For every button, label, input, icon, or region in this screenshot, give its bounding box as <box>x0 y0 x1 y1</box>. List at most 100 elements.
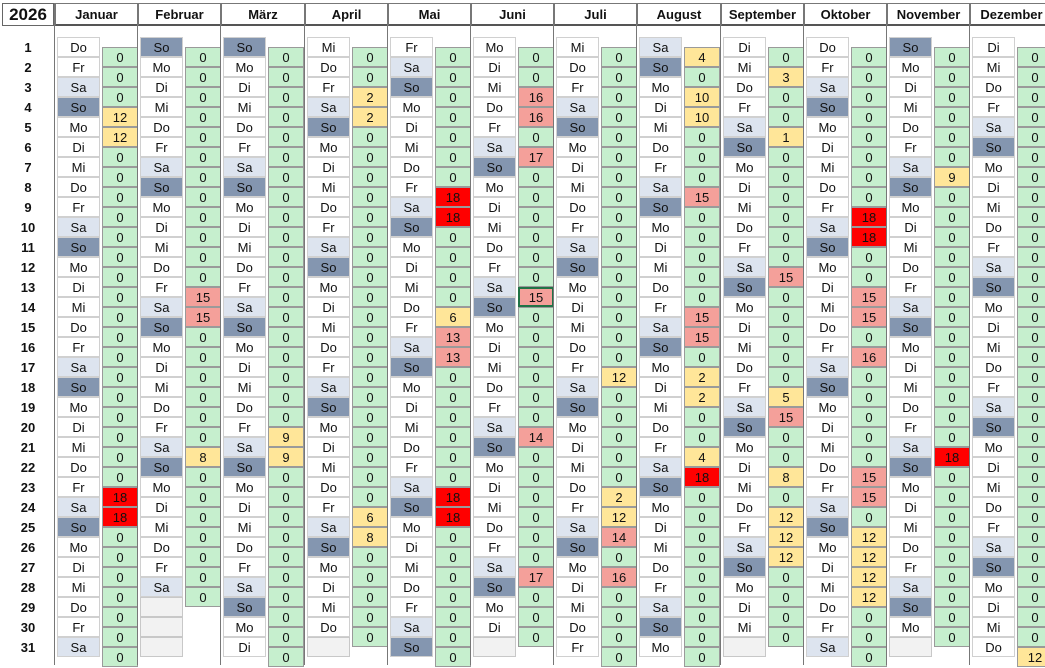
weekday-cell[interactable]: Di <box>639 97 682 117</box>
day-count-cell[interactable]: 0 <box>934 147 970 167</box>
day-count-cell[interactable]: 0 <box>851 247 887 267</box>
weekday-cell[interactable]: So <box>473 437 516 457</box>
weekday-cell[interactable]: Di <box>972 457 1015 477</box>
day-count-cell[interactable]: 2 <box>352 87 388 107</box>
day-count-cell[interactable]: 0 <box>1017 407 1045 427</box>
day-count-cell[interactable]: 0 <box>518 327 554 347</box>
weekday-cell[interactable]: Di <box>140 77 183 97</box>
day-count-cell[interactable]: 0 <box>851 427 887 447</box>
weekday-cell[interactable]: Sa <box>140 297 183 317</box>
day-count-cell[interactable]: 4 <box>684 47 720 67</box>
weekday-cell[interactable]: Fr <box>889 277 932 297</box>
day-count-cell[interactable]: 0 <box>518 127 554 147</box>
day-count-cell[interactable]: 0 <box>601 47 637 67</box>
day-count-cell[interactable]: 0 <box>684 427 720 447</box>
weekday-cell[interactable]: Do <box>140 117 183 137</box>
day-count-cell[interactable]: 0 <box>268 647 304 667</box>
day-count-cell[interactable]: 0 <box>768 167 804 187</box>
weekday-cell[interactable]: Sa <box>639 317 682 337</box>
weekday-cell[interactable]: Do <box>639 137 682 157</box>
day-count-cell[interactable]: 0 <box>352 267 388 287</box>
weekday-cell[interactable]: Fr <box>140 417 183 437</box>
day-count-cell[interactable]: 0 <box>435 247 471 267</box>
weekday-cell[interactable]: Mo <box>473 177 516 197</box>
weekday-cell[interactable]: Di <box>972 317 1015 337</box>
weekday-cell[interactable]: Do <box>390 577 433 597</box>
weekday-cell[interactable]: Do <box>307 477 350 497</box>
weekday-cell[interactable]: Sa <box>307 97 350 117</box>
weekday-cell[interactable]: So <box>140 177 183 197</box>
weekday-cell[interactable]: So <box>140 457 183 477</box>
day-count-cell[interactable]: 0 <box>352 327 388 347</box>
day-count-cell[interactable]: 0 <box>352 347 388 367</box>
day-count-cell[interactable]: 0 <box>1017 507 1045 527</box>
weekday-cell[interactable]: Di <box>140 217 183 237</box>
day-count-cell[interactable]: 0 <box>268 47 304 67</box>
weekday-cell[interactable]: Sa <box>57 77 100 97</box>
weekday-cell[interactable]: Mo <box>806 117 849 137</box>
weekday-cell[interactable]: Do <box>473 237 516 257</box>
day-count-cell[interactable]: 15 <box>851 467 887 487</box>
weekday-cell[interactable]: Fr <box>723 377 766 397</box>
weekday-cell[interactable]: Mi <box>889 517 932 537</box>
weekday-cell[interactable]: Do <box>473 517 516 537</box>
day-count-cell[interactable]: 0 <box>102 387 138 407</box>
day-count-cell[interactable]: 0 <box>1017 387 1045 407</box>
weekday-cell[interactable]: Di <box>473 617 516 637</box>
day-count-cell[interactable]: 0 <box>435 427 471 447</box>
weekday-cell[interactable]: So <box>390 497 433 517</box>
day-count-cell[interactable]: 0 <box>102 627 138 647</box>
weekday-cell[interactable]: So <box>639 617 682 637</box>
weekday-cell[interactable]: Mo <box>307 557 350 577</box>
weekday-cell[interactable]: Sa <box>473 557 516 577</box>
weekday-cell[interactable]: Sa <box>889 437 932 457</box>
day-count-cell[interactable]: 10 <box>684 107 720 127</box>
weekday-cell[interactable]: So <box>140 37 183 57</box>
weekday-cell[interactable]: Fr <box>639 157 682 177</box>
weekday-cell[interactable]: Sa <box>473 417 516 437</box>
weekday-cell[interactable]: Di <box>307 577 350 597</box>
weekday-cell[interactable]: Di <box>639 517 682 537</box>
weekday-cell[interactable]: So <box>723 557 766 577</box>
weekday-cell[interactable]: Sa <box>556 377 599 397</box>
weekday-cell[interactable]: Fr <box>307 77 350 97</box>
weekday-cell[interactable]: Mi <box>639 537 682 557</box>
weekday-cell[interactable]: Mi <box>223 517 266 537</box>
day-count-cell[interactable]: 0 <box>268 547 304 567</box>
day-count-cell[interactable]: 0 <box>185 247 221 267</box>
weekday-cell[interactable]: Do <box>639 417 682 437</box>
weekday-cell[interactable]: Do <box>140 397 183 417</box>
day-count-cell[interactable]: 2 <box>684 367 720 387</box>
weekday-cell[interactable]: Sa <box>390 337 433 357</box>
day-count-cell[interactable]: 10 <box>684 87 720 107</box>
day-count-cell[interactable]: 0 <box>352 607 388 627</box>
weekday-cell[interactable]: Do <box>889 257 932 277</box>
weekday-cell[interactable]: Fr <box>556 637 599 657</box>
weekday-cell[interactable]: Mo <box>390 517 433 537</box>
day-count-cell[interactable]: 0 <box>352 67 388 87</box>
day-count-cell[interactable]: 12 <box>768 527 804 547</box>
weekday-cell[interactable]: So <box>639 337 682 357</box>
weekday-cell[interactable]: Mi <box>390 417 433 437</box>
day-count-cell[interactable]: 17 <box>518 567 554 587</box>
weekday-cell[interactable]: Mo <box>723 297 766 317</box>
weekday-cell[interactable]: Sa <box>390 197 433 217</box>
weekday-cell[interactable]: Fr <box>556 497 599 517</box>
day-count-cell[interactable]: 0 <box>601 327 637 347</box>
weekday-cell[interactable]: Mo <box>307 417 350 437</box>
weekday-cell[interactable]: Mi <box>639 397 682 417</box>
weekday-cell[interactable]: Di <box>806 137 849 157</box>
day-count-cell[interactable]: 0 <box>102 447 138 467</box>
day-count-cell[interactable]: 15 <box>684 187 720 207</box>
weekday-cell[interactable]: So <box>972 417 1015 437</box>
weekday-cell[interactable]: Di <box>723 177 766 197</box>
weekday-cell[interactable]: Fr <box>57 57 100 77</box>
day-count-cell[interactable]: 0 <box>268 167 304 187</box>
weekday-cell[interactable]: Mo <box>473 37 516 57</box>
day-count-cell[interactable]: 0 <box>518 347 554 367</box>
day-count-cell[interactable]: 0 <box>1017 147 1045 167</box>
weekday-cell[interactable]: Sa <box>889 577 932 597</box>
day-count-cell[interactable]: 0 <box>352 547 388 567</box>
weekday-cell[interactable]: Mo <box>806 537 849 557</box>
weekday-cell[interactable]: Mo <box>223 197 266 217</box>
